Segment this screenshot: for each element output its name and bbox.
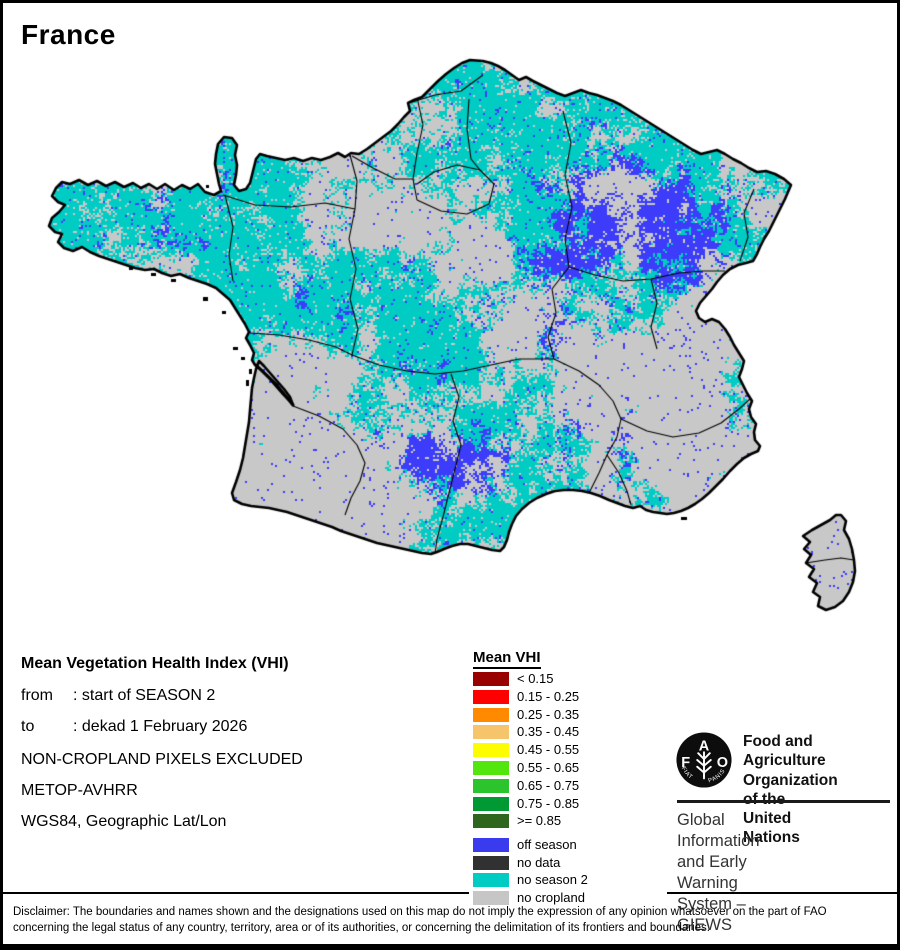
info-row-from: from : start of SEASON 2 [21,687,461,705]
disclaimer-text: Disclaimer: The boundaries and names sho… [13,905,891,936]
legend-label: 0.45 - 0.55 [517,742,580,758]
fao-logo: F A O FIAT PANIS [676,732,732,788]
legend-label: 0.55 - 0.65 [517,760,580,775]
legend-label: off season [517,837,577,852]
legend-title: Mean VHI [473,649,541,669]
legend-swatch [473,672,509,686]
info-line-projection: WGS84, Geographic Lat/Lon [21,813,227,830]
legend-swatch [473,796,509,811]
giews-line: Global Information and Early [677,811,760,871]
fao-org-line: Food and Agriculture [743,733,826,770]
info-row-to: to : dekad 1 February 2026 [21,718,461,736]
legend-label: 0.35 - 0.45 [517,724,580,740]
legend-label: no cropland [517,889,585,905]
fao-org-line: United Nations [743,810,800,847]
legend-swatch [473,855,509,870]
legend-label: < 0.15 [517,671,554,686]
legend-label: no data [517,854,561,870]
wheat-ear-icon [696,751,712,780]
fao-org-name: Food and Agriculture Organization of the… [743,732,838,848]
info-row-value: : dekad 1 February 2026 [73,718,248,735]
fao-divider-rule [677,800,890,803]
info-row-label: from [21,687,53,704]
legend-swatch [473,838,509,852]
legend-label: 0.25 - 0.35 [517,706,580,722]
legend-label: 0.65 - 0.75 [517,777,580,793]
legend-label: >= 0.85 [517,813,562,829]
footer-separator-left [3,892,469,894]
legend-label: no season 2 [517,872,588,887]
legend-swatch [473,743,509,758]
legend-swatch [473,689,509,704]
disclaimer-line: Disclaimer: The boundaries and names sho… [13,906,827,918]
giews-caption: Global Information and Early Warning Sys… [677,810,760,936]
page-title: France [21,19,116,50]
legend-label: 0.15 - 0.25 [517,688,580,704]
legend-swatch [473,873,509,887]
info-heading: Mean Vegetation Health Index (VHI) [21,655,289,672]
info-row-label: to [21,718,35,735]
fao-letter-f: F [681,755,690,771]
legend-swatch [473,890,509,905]
legend-swatch [473,761,509,775]
info-line-sensor: METOP-AVHRR [21,782,138,799]
legend-swatch [473,814,509,829]
disclaimer-line: concerning the legal status of any count… [13,921,710,934]
giews-line: Warning System – GIEWS [677,874,746,934]
fao-letter-o: O [717,755,728,771]
france-vhi-raster-map [3,3,897,648]
legend-swatch [473,725,509,740]
info-row-value: : start of SEASON 2 [73,687,216,704]
info-line-noncropland: NON-CROPLAND PIXELS EXCLUDED [21,751,303,768]
footer-separator-right [667,892,897,894]
fao-org-line: Organization of the [743,771,838,808]
fao-letter-a: A [699,738,710,754]
legend-label: 0.75 - 0.85 [517,795,580,811]
legend-swatch [473,778,509,793]
legend-swatch [473,707,509,722]
